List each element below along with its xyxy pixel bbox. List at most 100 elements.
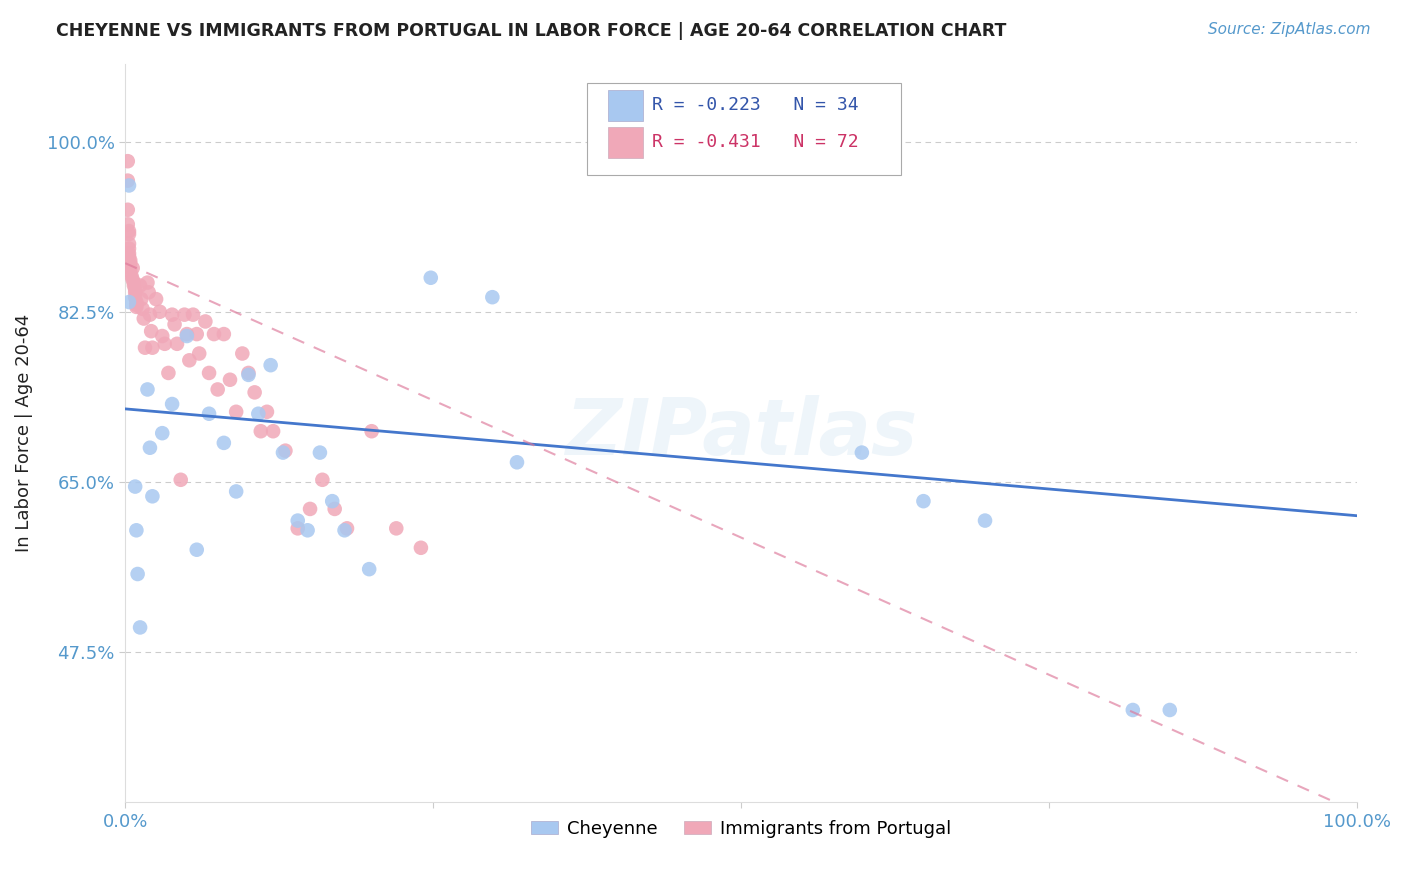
Point (129, 620, 152, 634)
Point (117, 173, 139, 187)
Text: Source: ZipAtlas.com: Source: ZipAtlas.com (1208, 22, 1371, 37)
Point (120, 253, 142, 268)
Point (118, 178, 141, 193)
Text: ZIPatlas: ZIPatlas (565, 395, 917, 471)
Point (166, 336, 188, 351)
Point (139, 441, 162, 455)
Point (419, 270, 441, 285)
Point (851, 445, 873, 459)
Point (179, 353, 201, 368)
Point (207, 383, 229, 397)
Point (127, 567, 149, 582)
Point (225, 405, 247, 419)
Text: CHEYENNE VS IMMIGRANTS FROM PORTUGAL IN LABOR FORCE | AGE 20-64 CORRELATION CHAR: CHEYENNE VS IMMIGRANTS FROM PORTUGAL IN … (56, 22, 1007, 40)
Point (238, 368, 260, 382)
Point (122, 278, 145, 293)
Point (186, 542, 208, 557)
Point (141, 341, 163, 355)
Point (150, 329, 173, 343)
Point (186, 327, 208, 342)
Point (118, 242, 141, 256)
Point (311, 473, 333, 487)
Point (333, 524, 356, 538)
Point (170, 473, 193, 487)
Point (247, 407, 270, 421)
Point (1159, 703, 1181, 717)
FancyBboxPatch shape (609, 127, 643, 158)
Point (121, 273, 143, 287)
Point (309, 445, 332, 459)
FancyBboxPatch shape (588, 83, 901, 175)
Point (120, 260, 142, 275)
Point (299, 502, 322, 516)
Point (176, 329, 198, 343)
Point (124, 282, 146, 296)
Point (1122, 703, 1144, 717)
Point (202, 327, 225, 342)
Point (481, 290, 503, 304)
Point (287, 521, 309, 535)
Point (149, 304, 172, 318)
Point (212, 327, 235, 342)
Point (136, 276, 159, 290)
Point (974, 514, 997, 528)
Point (225, 484, 247, 499)
Point (271, 445, 294, 459)
Point (238, 366, 260, 380)
Point (160, 308, 183, 322)
Text: R = -0.431   N = 72: R = -0.431 N = 72 (652, 133, 859, 152)
Point (125, 298, 148, 312)
Point (262, 424, 284, 438)
Point (136, 383, 159, 397)
Point (219, 373, 242, 387)
Point (256, 405, 278, 419)
Point (173, 308, 195, 322)
Legend: Cheyenne, Immigrants from Portugal: Cheyenne, Immigrants from Portugal (523, 813, 959, 845)
Point (359, 562, 381, 576)
Point (297, 524, 319, 538)
Point (134, 341, 156, 355)
Point (117, 217, 139, 231)
Point (274, 443, 297, 458)
Point (124, 285, 146, 300)
Point (121, 260, 143, 275)
Point (150, 426, 173, 441)
Point (336, 521, 359, 535)
Y-axis label: In Labor Force | Age 20-64: In Labor Force | Age 20-64 (15, 314, 32, 552)
Point (139, 308, 162, 322)
Point (118, 236, 141, 251)
Point (138, 285, 160, 300)
Point (163, 318, 186, 332)
FancyBboxPatch shape (609, 90, 643, 121)
Point (287, 514, 309, 528)
Point (141, 489, 163, 503)
Point (131, 301, 153, 316)
Point (125, 295, 148, 310)
Point (118, 295, 141, 310)
Text: R = -0.223   N = 34: R = -0.223 N = 34 (652, 96, 859, 114)
Point (385, 521, 408, 535)
Point (118, 246, 141, 260)
Point (120, 256, 142, 270)
Point (124, 290, 146, 304)
Point (198, 407, 221, 421)
Point (323, 502, 346, 516)
Point (212, 435, 235, 450)
Point (118, 249, 141, 263)
Point (118, 224, 141, 238)
Point (132, 311, 155, 326)
Point (409, 541, 432, 555)
Point (259, 358, 281, 372)
Point (181, 308, 204, 322)
Point (198, 366, 221, 380)
Point (243, 385, 266, 400)
Point (321, 494, 343, 508)
Point (125, 524, 148, 538)
Point (249, 424, 271, 438)
Point (153, 336, 176, 351)
Point (176, 327, 198, 342)
Point (145, 292, 167, 306)
Point (131, 292, 153, 306)
Point (129, 278, 152, 293)
Point (506, 455, 529, 469)
